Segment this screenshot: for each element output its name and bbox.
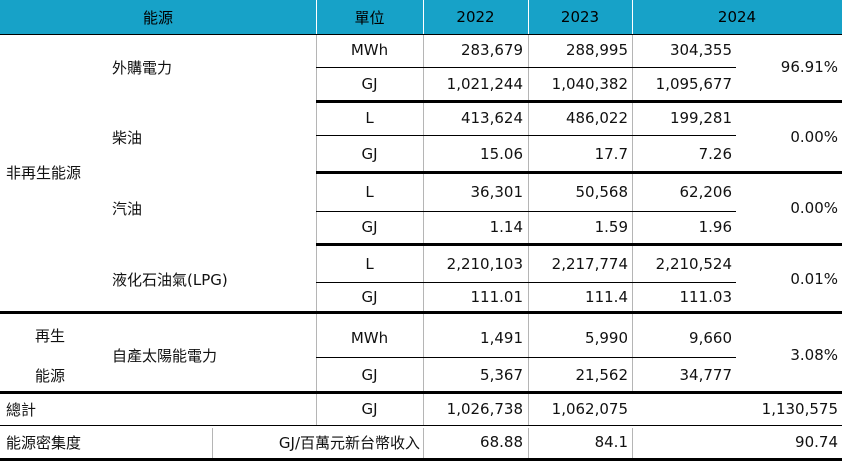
value-cell: 2,210,103: [446, 255, 523, 273]
column-divider: [423, 34, 424, 426]
unit-cell: GJ: [361, 145, 378, 163]
total-label: 總計: [6, 400, 37, 419]
unit-cell: L: [365, 109, 374, 127]
header-divider: [423, 0, 424, 34]
row-sub-rule: [316, 357, 736, 358]
total-unit: GJ: [361, 400, 378, 418]
unit-cell: GJ: [361, 75, 378, 93]
row-label-purchased-electricity: 外購電力: [112, 58, 173, 77]
row-sub-rule: [316, 211, 736, 212]
value-cell: 7.26: [698, 145, 732, 163]
value-cell: 1,491: [480, 329, 523, 347]
share-cell: 96.91%: [780, 58, 838, 76]
header-unit: 單位: [316, 0, 423, 34]
total-value-2024: 1,130,575: [761, 400, 838, 418]
value-cell: 5,990: [585, 329, 628, 347]
share-cell: 0.01%: [790, 270, 838, 288]
unit-cell: MWh: [350, 329, 389, 347]
column-divider: [212, 428, 213, 458]
intensity-label: 能源密集度: [6, 433, 82, 452]
value-cell: 21,562: [575, 366, 629, 384]
header-source: 能源: [0, 0, 316, 34]
share-cell: 0.00%: [790, 128, 838, 146]
share-cell: 3.08%: [790, 346, 838, 364]
value-cell: 50,568: [575, 183, 629, 201]
unit-cell: GJ: [361, 288, 378, 306]
value-cell: 1.59: [594, 218, 628, 236]
row-rule: [316, 100, 842, 103]
group-renewable-label-line1: 再生: [34, 326, 65, 345]
unit-cell: GJ: [361, 218, 378, 236]
row-label-lpg: 液化石油氣(LPG): [112, 270, 228, 289]
group-rule: [0, 311, 842, 314]
value-cell: 2,217,774: [551, 255, 628, 273]
value-cell: 5,367: [480, 366, 523, 384]
unit-cell: L: [365, 255, 374, 273]
group-nonrenewable-label: 非再生能源: [6, 163, 82, 182]
value-cell: 1.14: [489, 218, 523, 236]
column-divider: [528, 428, 529, 458]
value-cell: 1,095,677: [655, 75, 732, 93]
value-cell: 2,210,524: [655, 255, 732, 273]
unit-cell: GJ: [361, 366, 378, 384]
intensity-value-2023: 84.1: [594, 433, 628, 451]
total-bottom-rule: [0, 425, 842, 426]
value-cell: 1.96: [698, 218, 732, 236]
header-divider: [528, 0, 529, 34]
share-cell: 0.00%: [790, 199, 838, 217]
total-value-2023: 1,062,075: [551, 400, 628, 418]
header-year-2024: 2024: [632, 0, 842, 34]
value-cell: 111.01: [470, 288, 524, 306]
table-bottom-rule: [0, 458, 842, 461]
value-cell: 283,679: [460, 41, 523, 59]
value-cell: 199,281: [669, 109, 732, 127]
intensity-value-2022: 68.88: [480, 433, 523, 451]
column-divider: [528, 34, 529, 426]
value-cell: 486,022: [565, 109, 628, 127]
value-cell: 62,206: [679, 183, 733, 201]
value-cell: 111.03: [679, 288, 733, 306]
column-divider: [423, 428, 424, 458]
value-cell: 36,301: [470, 183, 524, 201]
header-divider: [316, 0, 317, 34]
group-renewable-label-line2: 能源: [34, 366, 65, 385]
header-year-2023: 2023: [528, 0, 632, 34]
row-rule: [316, 171, 842, 174]
row-sub-rule: [316, 67, 736, 68]
row-label-solar: 自產太陽能電力: [112, 346, 218, 365]
value-cell: 111.4: [585, 288, 628, 306]
header-bottom-rule: [0, 34, 842, 35]
unit-cell: L: [365, 183, 374, 201]
row-sub-rule: [316, 135, 736, 136]
column-divider: [316, 34, 317, 426]
column-divider: [632, 34, 633, 394]
value-cell: 9,660: [689, 329, 732, 347]
total-value-2022: 1,026,738: [446, 400, 523, 418]
header-divider: [632, 0, 633, 34]
column-divider: [632, 428, 633, 458]
value-cell: 17.7: [594, 145, 628, 163]
value-cell: 1,040,382: [551, 75, 628, 93]
value-cell: 288,995: [565, 41, 628, 59]
intensity-unit: GJ/百萬元新台幣收入: [278, 433, 420, 452]
unit-cell: MWh: [350, 41, 389, 59]
row-label-gasoline: 汽油: [112, 199, 143, 218]
total-top-rule: [0, 391, 842, 394]
value-cell: 413,624: [460, 109, 523, 127]
row-sub-rule: [316, 282, 736, 283]
value-cell: 1,021,244: [446, 75, 523, 93]
value-cell: 34,777: [679, 366, 733, 384]
intensity-value-2024: 90.74: [795, 433, 838, 451]
value-cell: 15.06: [480, 145, 523, 163]
row-rule: [316, 243, 842, 246]
value-cell: 304,355: [669, 41, 732, 59]
row-label-diesel: 柴油: [112, 128, 143, 147]
header-year-2022: 2022: [423, 0, 528, 34]
